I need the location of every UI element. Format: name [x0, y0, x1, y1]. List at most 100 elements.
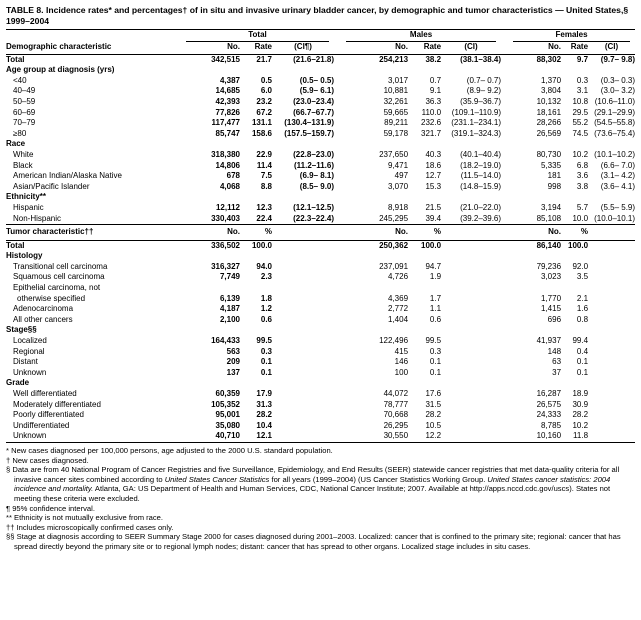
- value-cell: (6.6– 7.0): [600, 160, 636, 170]
- tumor-section-body: Total 336,502 100.0 250,362 100.0 86,140 100.0…: [6, 240, 635, 442]
- value-cell: 89,211: [384, 118, 409, 128]
- value-cell: 4,369: [388, 293, 409, 303]
- tumor-characteristic-header-row: Tumor characteristic†† No. % No. % No. %: [6, 224, 636, 241]
- row-label: Regional: [13, 346, 45, 356]
- value-cell: 3.8: [576, 181, 589, 191]
- value-cell: 336,502: [211, 240, 240, 250]
- row-label: Black: [13, 160, 33, 170]
- row-label: Asian/Pacific Islander: [13, 181, 90, 191]
- table-row: Undifferentiated 35,080 10.4 26,295 10.5 8,78…: [6, 421, 635, 432]
- tumor-col-total-pct: %: [240, 224, 272, 241]
- table-row: Asian/Pacific Islander 4,068 8.8 (8.5– 9.0)…: [6, 182, 635, 193]
- value-cell: 3,804: [541, 86, 562, 96]
- row-label: Adenocarcinoma: [13, 304, 74, 314]
- table-row: 50–59 42,393 23.2 (23.0–23.4) 32,261 36.3 (35.…: [6, 97, 635, 108]
- footnote-symbol: †: [6, 455, 11, 465]
- column-group-males-label: Males: [346, 30, 497, 42]
- row-label: 70–79: [13, 118, 36, 128]
- value-cell: 31.3: [256, 399, 272, 409]
- value-cell: 4,726: [388, 272, 409, 282]
- value-cell: 94.0: [256, 261, 272, 271]
- value-cell: 41,937: [536, 336, 562, 346]
- row-label: Unknown: [13, 367, 47, 377]
- section-header-row: Ethnicity**: [6, 192, 635, 203]
- column-group-total: Total: [174, 30, 334, 42]
- value-cell: [441, 272, 501, 283]
- value-cell: (10.0–10.1): [594, 213, 636, 223]
- section-label: Race: [6, 139, 26, 149]
- value-cell: [441, 389, 501, 400]
- value-cell: 28.2: [425, 410, 442, 420]
- value-cell: [588, 357, 635, 368]
- col-header-females-ci: (CI): [588, 42, 636, 55]
- value-cell: (0.7– 0.7): [466, 75, 502, 85]
- value-cell: 0.8: [576, 314, 589, 324]
- table-row: Well differentiated 60,359 17.9 44,072 17.6 1…: [6, 389, 635, 400]
- value-cell: [441, 304, 501, 315]
- value-cell: 158.6: [251, 128, 272, 138]
- value-cell: 3,070: [388, 181, 409, 191]
- value-cell: 209: [226, 357, 240, 367]
- value-cell: 26,295: [383, 420, 409, 430]
- tumor-col-males-pct: %: [408, 224, 442, 241]
- row-label: Epithelial carcinoma, not otherwise speci…: [13, 283, 101, 303]
- value-cell: (109.1–110.9): [451, 107, 502, 117]
- row-label: All other cancers: [13, 314, 73, 324]
- value-cell: 10,160: [536, 431, 562, 441]
- value-cell: (11.5–14.0): [460, 171, 502, 181]
- table-row: Moderately differentiated 105,352 31.3 78,7…: [6, 400, 635, 411]
- table-title: TABLE 8. Incidence rates* and percentage…: [6, 5, 629, 26]
- value-cell: [588, 368, 635, 379]
- value-cell: 1.8: [260, 293, 272, 303]
- value-cell: 85,108: [536, 213, 562, 223]
- value-cell: [441, 283, 501, 304]
- value-cell: [272, 336, 334, 347]
- value-cell: 3,194: [541, 202, 562, 212]
- value-cell: 1.1: [429, 304, 442, 314]
- value-cell: 415: [394, 346, 409, 356]
- value-cell: 28.2: [572, 410, 589, 420]
- value-cell: 3.1: [576, 86, 589, 96]
- value-cell: [588, 240, 635, 251]
- value-cell: 3.6: [576, 171, 589, 181]
- value-cell: 0.1: [576, 367, 589, 377]
- section-header-row: Grade: [6, 378, 635, 389]
- value-cell: 164,433: [211, 336, 240, 346]
- value-cell: 330,403: [211, 213, 240, 223]
- value-cell: 17.6: [425, 389, 442, 398]
- row-label: Undifferentiated: [13, 420, 70, 430]
- value-cell: 10,132: [536, 96, 562, 106]
- value-cell: [588, 336, 635, 347]
- section-label: Stage§§: [6, 325, 37, 335]
- value-cell: 146: [394, 357, 409, 367]
- value-cell: [441, 368, 501, 379]
- tumor-header-section: Tumor characteristic†† No. % No. % No. %: [6, 224, 636, 241]
- table-page: TABLE 8. Incidence rates* and percentage…: [6, 5, 636, 551]
- value-cell: (40.1–40.4): [460, 149, 502, 159]
- table-row: Non-Hispanic 330,403 22.4 (22.3–22.4) 245,29…: [6, 214, 635, 225]
- value-cell: 2,772: [388, 304, 409, 314]
- value-cell: 36.3: [425, 96, 442, 106]
- demographic-section-body: Total 342,515 21.7 (21.6–21.8) 254,213 38.2 (3…: [6, 54, 635, 225]
- footnote-symbol: §: [6, 465, 11, 475]
- value-cell: [441, 240, 501, 251]
- value-cell: 0.1: [260, 367, 272, 377]
- table-row: <40 4,387 0.5 (0.5– 0.5) 3,017 0.7 (0.7– 0.7) 1…: [6, 76, 635, 87]
- row-label-line2: otherwise specified: [17, 293, 86, 303]
- value-cell: [588, 389, 635, 400]
- value-cell: 318,380: [211, 149, 240, 159]
- table-row: 40–49 14,685 6.0 (5.9– 6.1) 10,881 9.1 (8.9– 9…: [6, 86, 635, 97]
- value-cell: 8,918: [388, 202, 409, 212]
- value-cell: 67.2: [256, 107, 272, 117]
- value-cell: 26,575: [536, 399, 562, 409]
- row-label: 40–49: [13, 86, 36, 96]
- value-cell: 12.2: [425, 431, 442, 441]
- section-header-row: Stage§§: [6, 325, 635, 336]
- column-group-females: Females: [501, 30, 635, 42]
- value-cell: 2.3: [260, 272, 272, 282]
- table-row: Unknown 40,710 12.1 30,550 12.2 10,160 11.8: [6, 431, 635, 442]
- value-cell: 12.1: [256, 431, 272, 441]
- value-cell: 9.7: [576, 54, 589, 64]
- value-cell: [588, 262, 635, 273]
- column-group-males: Males: [334, 30, 501, 42]
